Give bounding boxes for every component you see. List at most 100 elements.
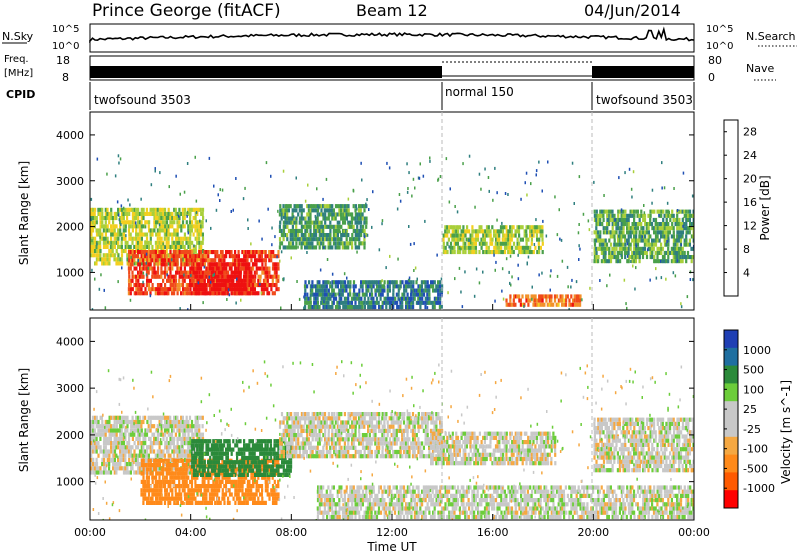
- heatmap-cell-r0: [144, 453, 147, 458]
- heatmap-cell-r1: [162, 258, 165, 263]
- heatmap-cell-r0: [165, 236, 168, 241]
- heatmap-cell-r0: [115, 249, 118, 254]
- heatmap-cell-r5: [541, 225, 544, 230]
- heatmap-cell-r3: [343, 216, 347, 221]
- heatmap-cell-r0: [180, 453, 183, 458]
- heatmap-cell-r1: [144, 492, 147, 497]
- heatmap-cell-r0: [106, 261, 109, 266]
- heatmap-cell-r1: [212, 484, 215, 489]
- heatmap-cell-r0: [120, 236, 123, 241]
- heatmap-speckle: [666, 240, 668, 243]
- heatmap-cell-r0: [99, 428, 102, 433]
- heatmap-cell-r1: [257, 274, 260, 279]
- heatmap-cell-r1: [191, 254, 194, 259]
- heatmap-cell-r0: [102, 428, 106, 433]
- heatmap-cell-r3: [311, 241, 314, 246]
- heatmap-cell-r2: [252, 287, 255, 292]
- heatmap-cell-r0: [104, 466, 107, 471]
- heatmap-speckle: [215, 208, 218, 212]
- heatmap-cell-r7: [618, 246, 621, 251]
- heatmap-cell-r1: [234, 488, 237, 493]
- heatmap-cell-r0: [185, 236, 188, 241]
- heatmap-cell-r0: [184, 432, 187, 437]
- heatmap-cell-r1: [205, 283, 208, 288]
- heatmap-cell-r1: [182, 250, 185, 255]
- heatmap-cell-r0: [115, 216, 118, 221]
- heatmap-cell-r1: [128, 274, 131, 279]
- heatmap-speckle: [661, 161, 663, 165]
- heatmap-cell-r0: [102, 261, 106, 266]
- heatmap-cell-r5: [449, 225, 452, 230]
- heatmap-cell-r1: [176, 262, 179, 267]
- heatmap-speckle: [658, 213, 660, 217]
- heatmap-cell-r0: [131, 436, 134, 441]
- heatmap-cell-r4: [392, 284, 395, 289]
- heatmap-cell-r7: [604, 250, 607, 255]
- heatmap-cell-r5: [444, 229, 447, 234]
- heatmap-cell-r6: [509, 294, 512, 299]
- heatmap-cell-r1: [176, 283, 179, 288]
- heatmap-cell-r1: [198, 250, 201, 255]
- heatmap-cell-r7: [631, 259, 634, 264]
- heatmap-cell-r4: [439, 292, 442, 297]
- heatmap-cell-r3: [356, 220, 359, 225]
- heatmap-cell-r1: [205, 496, 208, 501]
- heatmap-cell-r3: [280, 216, 283, 221]
- heatmap-cell-r7: [600, 242, 604, 247]
- heatmap-cell-r0: [137, 211, 140, 216]
- heatmap-cell-r0: [108, 216, 111, 221]
- heatmap-cell-r4: [368, 305, 372, 310]
- heatmap-cell-r1: [171, 266, 174, 271]
- heatmap-cell-r0: [167, 441, 170, 446]
- heatmap-cell-r2: [250, 283, 253, 288]
- heatmap-cell-r7: [654, 242, 658, 247]
- heatmap-cell-r0: [187, 419, 190, 425]
- heatmap-cell-r1: [144, 291, 147, 296]
- heatmap-cell-r0: [101, 216, 104, 221]
- heatmap-cell-r3: [365, 216, 368, 221]
- heatmap-cell-r1: [235, 254, 238, 259]
- heatmap-cell-r1: [128, 283, 131, 288]
- heatmap-speckle: [283, 277, 285, 281]
- heatmap-cell-r3: [318, 241, 321, 246]
- heatmap-cell-r3: [360, 216, 363, 221]
- heatmap-cell-r0: [167, 244, 170, 249]
- heatmap-cell-r7: [645, 222, 649, 227]
- heatmap-cell-r2: [229, 287, 232, 292]
- heatmap-cell-r1: [142, 500, 145, 505]
- heatmap-cell-r0: [167, 216, 170, 221]
- heatmap-cell-r1: [131, 254, 134, 259]
- heatmap-cell-r6: [566, 294, 569, 299]
- heatmap-cell-r3: [345, 228, 348, 233]
- heatmap-cell-r1: [224, 484, 228, 489]
- heatmap-cell-r5: [505, 241, 508, 246]
- heatmap-cell-r1: [142, 492, 145, 497]
- heatmap-cell-r7: [663, 259, 666, 264]
- heatmap-cell-r0: [178, 432, 181, 437]
- heatmap-speckle: [195, 199, 198, 203]
- heatmap-cell-r0: [144, 441, 147, 446]
- heatmap-cell-r0: [113, 449, 117, 454]
- heatmap-cell-r1: [257, 258, 260, 263]
- heatmap-cell-r7: [668, 250, 672, 255]
- heatmap-cell-r0: [180, 445, 183, 450]
- heatmap-cell-r0: [124, 453, 127, 458]
- heatmap-cell-r0: [102, 441, 106, 446]
- heatmap-cell-r3: [295, 208, 298, 213]
- heatmap-cell-r0: [169, 453, 172, 458]
- heatmap-cell-r3: [356, 224, 359, 229]
- heatmap-cell-r3: [318, 245, 321, 250]
- heatmap-speckle: [96, 157, 99, 161]
- heatmap-cell-r4: [368, 300, 371, 305]
- heatmap-cell-r6: [557, 302, 560, 307]
- heatmap-cell-r1: [158, 274, 161, 279]
- heatmap-cell-r1: [187, 488, 190, 493]
- heatmap-cell-r7: [654, 217, 658, 222]
- heatmap-cell-r0: [142, 211, 145, 216]
- heatmap-cell-r2: [243, 287, 246, 292]
- heatmap-cell-r0: [156, 453, 159, 458]
- heatmap-cell-r2: [216, 262, 219, 267]
- heatmap-cell-r0: [97, 249, 100, 254]
- heatmap-cell-r5: [509, 237, 512, 242]
- heatmap-cell-r1: [160, 254, 163, 259]
